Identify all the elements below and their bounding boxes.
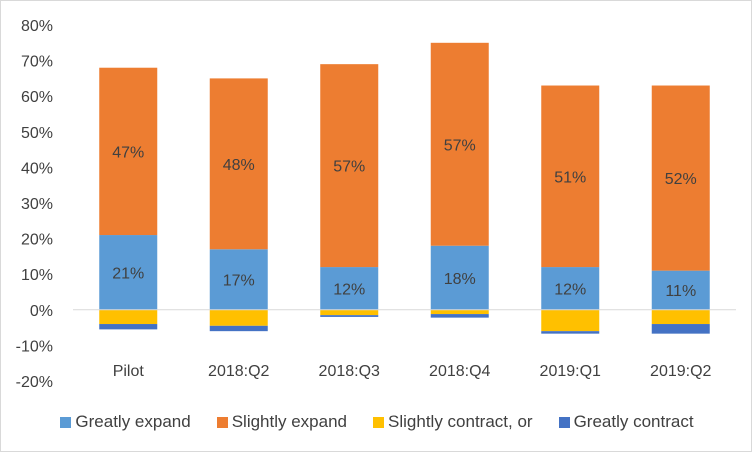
y-tick-label: 10%: [21, 267, 53, 284]
bar-segment: [430, 314, 489, 318]
data-label: 11%: [665, 283, 696, 300]
legend-label: Greatly contract: [573, 412, 694, 431]
y-tick-label: 60%: [21, 89, 53, 106]
legend-item: Greatly contract: [558, 412, 694, 432]
bar-segment: [209, 309, 268, 326]
x-tick-label: 2018:Q2: [208, 363, 269, 380]
data-label: 17%: [223, 273, 255, 290]
bar-segment: [651, 85, 710, 271]
data-label: 57%: [333, 159, 365, 176]
legend-label: Slightly expand: [231, 412, 348, 431]
bar-segment: [99, 324, 158, 330]
x-tick-label: 2018:Q3: [319, 363, 380, 380]
legend-label: Greatly expand: [75, 412, 191, 431]
data-label: 21%: [112, 265, 144, 282]
y-tick-label: 50%: [21, 125, 53, 142]
legend-swatch: [373, 416, 385, 428]
bar-segment: [651, 324, 710, 334]
bar-segment: [430, 42, 489, 246]
chart-plot: -20% -10% 0% 10% 20% 30% 40% 50% 60% 70% 80% 21% 47…: [16, 18, 736, 391]
bar-segment: [430, 309, 489, 315]
legend-swatch: [216, 416, 228, 428]
data-label: 57%: [444, 137, 476, 154]
data-label: 12%: [333, 281, 365, 298]
bar-segment: [209, 325, 268, 332]
legend-label: Slightly contract, or: [388, 412, 533, 431]
data-label: 48%: [223, 157, 255, 174]
bar-segment: [209, 78, 268, 250]
bar-segment: [320, 315, 379, 317]
legend-item: Slightly expand: [216, 412, 348, 432]
bar-segment: [541, 331, 600, 334]
bar-segment: [541, 309, 600, 332]
legend-swatch: [558, 416, 570, 428]
y-tick-label: -20%: [16, 374, 53, 391]
data-label: 18%: [444, 271, 476, 288]
y-tick-label: 40%: [21, 160, 53, 177]
y-tick-label: -10%: [16, 338, 53, 355]
bar-segment: [320, 64, 379, 268]
x-tick-label: Pilot: [113, 363, 145, 380]
bar-segment: [320, 309, 379, 316]
bars: 21% 47% 17% 48% 12% 57% 18% 57% 12% 51% 11% 52%: [99, 42, 710, 334]
data-label: 12%: [554, 281, 586, 298]
bar-segment: [99, 67, 158, 236]
bar-segment: [541, 85, 600, 268]
y-tick-label: 0%: [30, 303, 53, 320]
y-tick-label: 70%: [21, 54, 53, 71]
bar-segment: [651, 309, 710, 325]
legend-swatch: [60, 416, 72, 428]
y-axis: -20% -10% 0% 10% 20% 30% 40% 50% 60% 70% 80%: [16, 18, 53, 391]
x-axis: Pilot 2018:Q2 2018:Q3 2018:Q4 2019:Q1 2019:Q2: [73, 309, 736, 380]
x-tick-label: 2019:Q1: [540, 363, 601, 380]
legend-item: Slightly contract, or: [373, 412, 533, 432]
bar-segment: [541, 267, 600, 310]
data-label: 51%: [554, 169, 586, 186]
y-tick-label: 20%: [21, 232, 53, 249]
legend-item: Greatly expand: [60, 412, 191, 432]
bar-segment: [99, 309, 158, 325]
legend: Greatly expand Slightly expand Slightly co…: [1, 409, 752, 435]
bar-segment: [320, 267, 379, 310]
bar-segment: [99, 235, 158, 310]
y-tick-label: 80%: [21, 18, 53, 35]
bar-segment: [430, 245, 489, 310]
bar-segment: [651, 270, 710, 310]
bar-segment: [209, 249, 268, 310]
y-tick-label: 30%: [21, 196, 53, 213]
data-label: 52%: [665, 171, 697, 188]
x-tick-label: 2019:Q2: [650, 363, 711, 380]
x-tick-label: 2018:Q4: [429, 363, 490, 380]
data-label: 47%: [112, 144, 144, 161]
